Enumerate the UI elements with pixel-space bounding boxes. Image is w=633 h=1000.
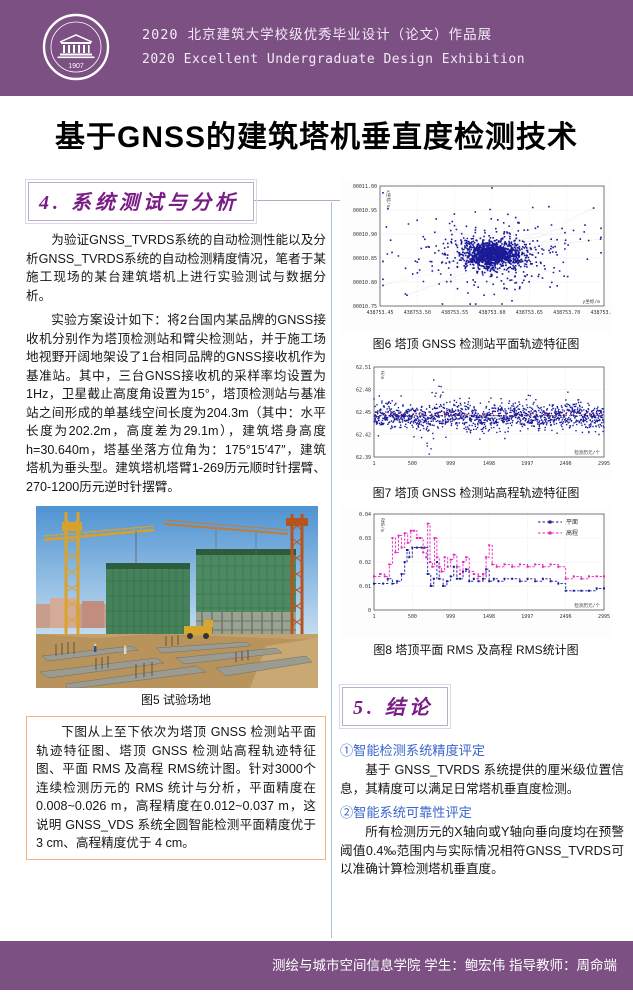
svg-text:1498: 1498	[483, 461, 495, 467]
svg-text:平面: 平面	[566, 519, 578, 526]
svg-text:x坐标/m: x坐标/m	[385, 190, 392, 208]
header-banner: 1907 2020 北京建筑大学校级优秀毕业设计（论文）作品展 2020 Exc…	[0, 0, 633, 96]
figure8-caption: 图8 塔顶平面 RMS 及高程 RMS统计图	[373, 643, 579, 657]
right-column: 438753.45 438753.50 438753.55 438753.60 4387…	[339, 180, 624, 879]
svg-text:999: 999	[446, 614, 455, 620]
conclusion-1-text: 基于 GNSS_TVRDS 系统提供的厘米级位置信息，其精度可以满足日常塔机垂直…	[340, 763, 624, 796]
svg-text:1498: 1498	[483, 614, 495, 620]
svg-text:检测历元/个: 检测历元/个	[574, 602, 600, 609]
svg-text:438753.65: 438753.65	[516, 310, 543, 316]
svg-text:438753.50: 438753.50	[404, 310, 431, 316]
svg-text:RMS/m: RMS/m	[379, 518, 385, 532]
section-4-heading-text: 4. 系统测试与分析	[39, 192, 239, 214]
svg-text:1: 1	[372, 614, 375, 620]
svg-text:检测历元/个: 检测历元/个	[574, 449, 600, 456]
figure6-caption: 图6 塔顶 GNSS 检测站平面轨迹特征图	[372, 337, 580, 351]
svg-text:62.48: 62.48	[356, 387, 371, 393]
fig8-rms-statistics-chart: 1 500 999 1498 1997 2496 2995 0 0.01 0.02 0.03 0.04…	[340, 508, 612, 638]
column-divider	[331, 202, 332, 938]
poster-title: 基于GNSS的建筑塔机垂直度检测技术	[54, 121, 579, 154]
svg-text:999: 999	[446, 461, 455, 467]
svg-text:0.04: 0.04	[359, 512, 371, 518]
paragraph-intro: 为验证GNSS_TVRDS系统的自动检测性能以及分析GNSS_TVRDS系统的自…	[26, 233, 326, 303]
university-logo-icon: 1907	[42, 13, 110, 81]
svg-text:2496: 2496	[560, 461, 572, 467]
svg-text:438753.60: 438753.60	[478, 310, 505, 316]
svg-text:0: 0	[368, 608, 371, 614]
svg-text:00010.80: 00010.80	[353, 280, 377, 286]
svg-text:62.42: 62.42	[356, 432, 371, 438]
exhibition-title-cn: 2020 北京建筑大学校级优秀毕业设计（论文）作品展	[142, 27, 493, 43]
footer-credits: 测绘与城市空间信息学院 学生：鲍宏伟 指导教师：周命端	[271, 958, 617, 973]
title-divider	[28, 200, 606, 201]
left-column: 4. 系统测试与分析 为验证GNSS_TVRDS系统的自动检测性能以及分析GNS…	[25, 179, 326, 860]
svg-text:00010.95: 00010.95	[353, 208, 377, 214]
svg-text:0.03: 0.03	[359, 536, 371, 542]
fig7-elevation-trajectory-chart: 1 500 999 1498 1997 2496 2995 62.39 62.42 62.45 62…	[340, 359, 612, 481]
section-5-heading-text: 5. 结论	[353, 697, 433, 719]
experiment-site-photo	[36, 506, 318, 688]
svg-text:438753.45: 438753.45	[366, 310, 393, 316]
svg-text:1997: 1997	[521, 614, 533, 620]
svg-text:438753.75: 438753.75	[590, 310, 612, 316]
svg-text:高程: 高程	[566, 529, 578, 537]
conclusion-1-heading: ①智能检测系统精度评定	[340, 743, 486, 758]
conclusions: ①智能检测系统精度评定 基于 GNSS_TVRDS 系统提供的厘米级位置信息，其…	[340, 740, 624, 879]
results-summary-text: 下图从上至下依次为塔顶 GNSS 检测站平面轨迹特征图、塔顶 GNSS 检测站高…	[36, 725, 316, 850]
svg-text:00010.75: 00010.75	[353, 304, 377, 310]
figure5-caption: 图5 试验场地	[140, 693, 211, 707]
svg-text:2995: 2995	[598, 461, 610, 467]
conclusion-2-heading: ②智能系统可靠性评定	[340, 805, 472, 820]
conclusion-2-text: 所有检测历元的X轴向或Y轴向垂向度均在预警阈值0.4‰范围内与实际情况相符GNS…	[340, 825, 624, 876]
exhibition-title-en: 2020 Excellent Undergraduate Design Exhi…	[142, 52, 526, 67]
section-5-heading-box: 5. 结论	[339, 684, 451, 729]
section-4-heading-box: 4. 系统测试与分析	[25, 179, 257, 224]
svg-text:0.01: 0.01	[359, 584, 371, 590]
svg-text:438753.55: 438753.55	[441, 310, 468, 316]
svg-text:00011.00: 00011.00	[353, 184, 377, 190]
svg-text:500: 500	[408, 614, 417, 620]
svg-text:0.02: 0.02	[359, 560, 371, 566]
svg-text:00010.90: 00010.90	[353, 232, 377, 238]
svg-text:H/m: H/m	[379, 371, 385, 380]
paragraph-experiment-design: 实验方案设计如下：将2台国内某品牌的GNSS接收机分别作为塔顶检测站和臂尖检测站…	[26, 313, 326, 494]
svg-text:438753.70: 438753.70	[553, 310, 580, 316]
svg-text:500: 500	[408, 461, 417, 467]
results-summary-box: 下图从上至下依次为塔顶 GNSS 检测站平面轨迹特征图、塔顶 GNSS 检测站高…	[26, 716, 326, 860]
footer-banner: 测绘与城市空间信息学院 学生：鲍宏伟 指导教师：周命端	[0, 941, 633, 990]
fig6-plane-trajectory-chart: 438753.45 438753.50 438753.55 438753.60 4387…	[340, 180, 612, 332]
svg-text:1997: 1997	[521, 461, 533, 467]
svg-text:y坐标/m: y坐标/m	[583, 298, 601, 305]
logo-year: 1907	[68, 63, 84, 70]
svg-text:1: 1	[372, 461, 375, 467]
svg-text:62.39: 62.39	[356, 455, 371, 461]
svg-text:2496: 2496	[560, 614, 572, 620]
figure7-caption: 图7 塔顶 GNSS 检测站高程轨迹特征图	[372, 486, 580, 500]
svg-text:62.45: 62.45	[356, 410, 371, 416]
svg-text:2995: 2995	[598, 614, 610, 620]
svg-text:00010.85: 00010.85	[353, 256, 377, 262]
svg-text:62.51: 62.51	[356, 365, 371, 371]
